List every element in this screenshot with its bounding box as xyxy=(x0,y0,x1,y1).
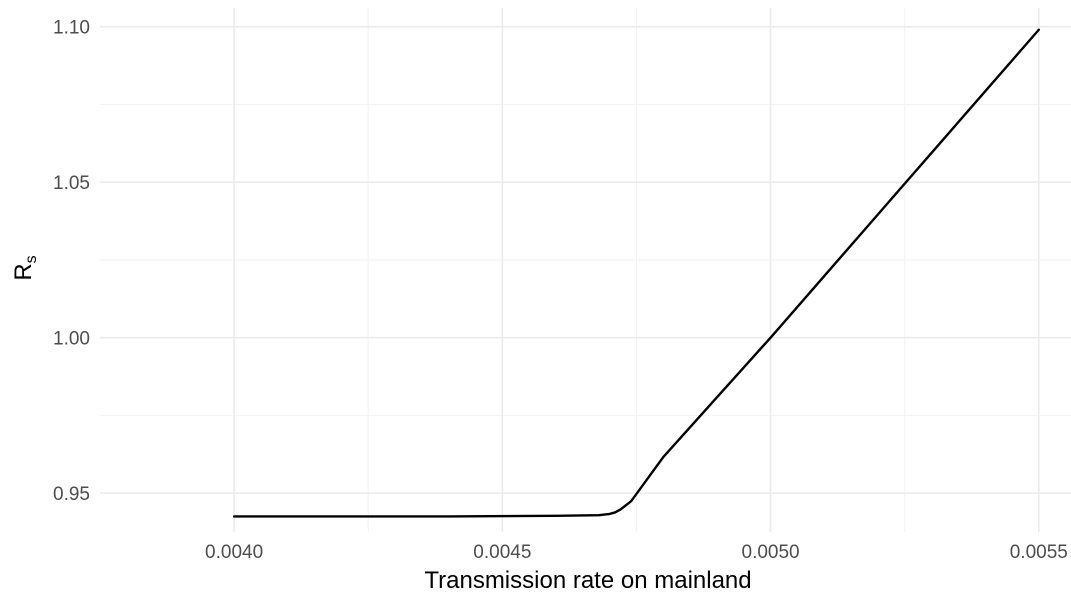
y-axis-tick-labels: 0.95 1.00 1.05 1.10 xyxy=(53,18,90,505)
series-line-1 xyxy=(232,28,1041,518)
y-axis-title-subscript: s xyxy=(23,255,40,263)
y-tick-label: 1.05 xyxy=(53,173,90,194)
series-layer xyxy=(232,28,1041,518)
x-tick-label: 0.0055 xyxy=(1010,542,1068,563)
x-tick-label: 0.0040 xyxy=(205,542,263,563)
y-axis-title-main: R xyxy=(10,263,37,280)
y-tick-label: 1.10 xyxy=(53,18,90,39)
y-axis-title: Rs xyxy=(10,255,40,280)
x-tick-label: 0.0050 xyxy=(742,542,800,563)
y-tick-label: 1.00 xyxy=(53,329,90,350)
grid xyxy=(100,8,1071,532)
y-tick-label: 0.95 xyxy=(53,484,90,505)
x-tick-label: 0.0045 xyxy=(473,542,531,563)
x-axis-tick-labels: 0.0040 0.0045 0.0050 0.0055 xyxy=(205,542,1068,563)
x-axis-title: Transmission rate on mainland xyxy=(424,567,751,594)
